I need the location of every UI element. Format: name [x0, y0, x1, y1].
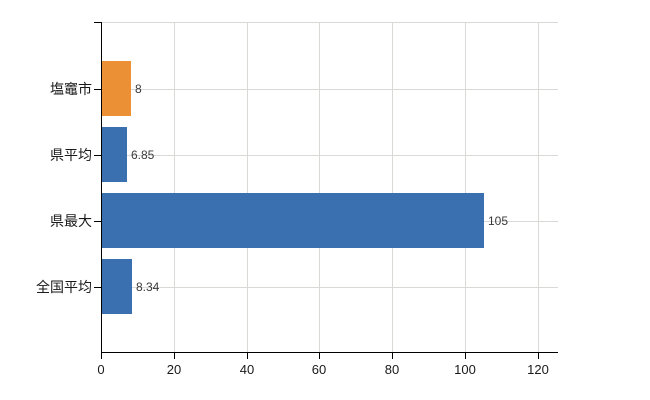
x-axis-tick: [538, 353, 539, 359]
x-gridline: [392, 22, 393, 352]
x-axis-tick-label: 60: [311, 362, 327, 377]
x-gridline: [538, 22, 539, 352]
x-gridline: [174, 22, 175, 352]
x-axis-tick: [247, 353, 248, 359]
bar-2: [102, 127, 127, 182]
bar-1: [102, 61, 131, 116]
bar-3: [102, 193, 484, 248]
x-axis-tick: [465, 353, 466, 359]
x-axis-line: [101, 352, 558, 353]
y-axis-tick: [94, 287, 101, 288]
y-axis-tick: [94, 221, 101, 222]
bar-value-label: 105: [488, 214, 509, 228]
x-axis-tick: [174, 353, 175, 359]
category-label: 塩竈市: [50, 81, 92, 97]
x-axis-tick: [392, 353, 393, 359]
x-gridline: [465, 22, 466, 352]
x-axis-tick-label: 80: [384, 362, 400, 377]
x-axis-tick: [319, 353, 320, 359]
x-axis-tick-label: 40: [239, 362, 255, 377]
bar-value-label: 6.85: [131, 148, 155, 162]
y-axis-tick: [94, 89, 101, 90]
category-label: 全国平均: [36, 279, 92, 295]
bar-value-label: 8.34: [136, 280, 160, 294]
x-axis-tick: [101, 353, 102, 359]
y-axis-line: [101, 22, 102, 353]
y-gridline: [101, 287, 558, 288]
y-axis-tick: [94, 155, 101, 156]
bar-4: [102, 259, 132, 314]
x-axis-tick-label: 20: [166, 362, 182, 377]
x-gridline: [247, 22, 248, 352]
category-label: 県最大: [50, 213, 92, 229]
y-axis-tick: [94, 22, 101, 23]
category-label: 県平均: [50, 147, 92, 163]
x-axis-tick-label: 0: [97, 362, 105, 377]
bar-value-label: 8: [135, 82, 142, 96]
y-gridline: [101, 155, 558, 156]
x-gridline: [319, 22, 320, 352]
x-axis-tick-label: 120: [527, 362, 549, 377]
plot-top-gridline: [101, 22, 558, 23]
y-gridline: [101, 89, 558, 90]
x-axis-tick-label: 100: [454, 362, 476, 377]
